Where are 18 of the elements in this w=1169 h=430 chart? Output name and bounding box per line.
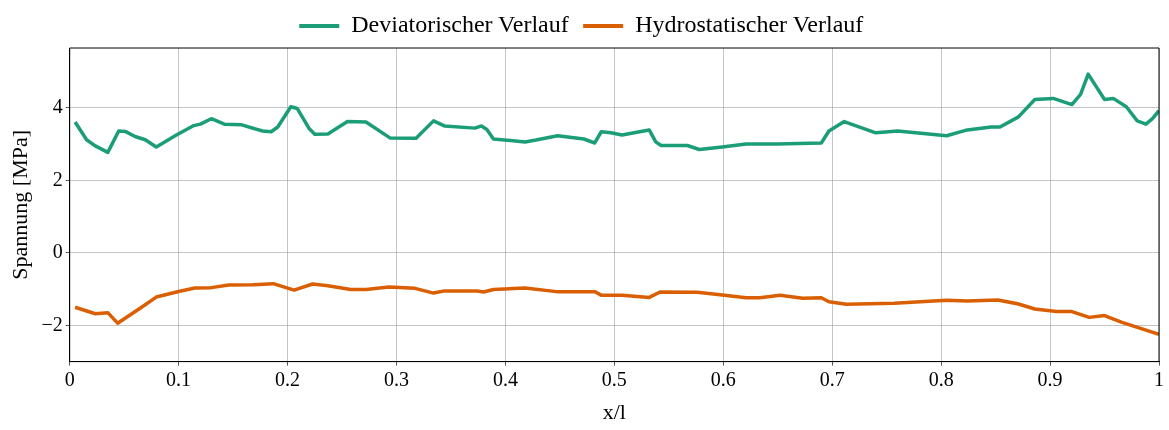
x-tick-label: 0.8 <box>928 367 954 390</box>
y-tick-label: 4 <box>52 95 63 118</box>
x-tick-label: 0.2 <box>275 367 301 390</box>
legend-label: Deviatorischer Verlauf <box>351 11 569 38</box>
x-tick-label: 0.6 <box>710 367 736 390</box>
y-tick-label: 2 <box>52 167 63 190</box>
x-tick-label: 1 <box>1154 367 1164 390</box>
x-tick-label: 0.5 <box>601 367 627 390</box>
y-tick-label: 0 <box>52 240 63 263</box>
x-tick-label: 0.9 <box>1037 367 1063 390</box>
x-tick-label: 0.3 <box>383 367 409 390</box>
y-tick-label: −2 <box>41 312 63 335</box>
x-tick-label: 0.1 <box>166 367 192 390</box>
x-axis-title: x/l <box>602 398 626 424</box>
y-axis-title: Spannung [MPa] <box>6 129 32 280</box>
x-tick-label: 0.7 <box>819 367 845 390</box>
legend-label: Hydrostatischer Verlauf <box>635 11 864 38</box>
x-tick-label: 0.4 <box>492 367 518 390</box>
